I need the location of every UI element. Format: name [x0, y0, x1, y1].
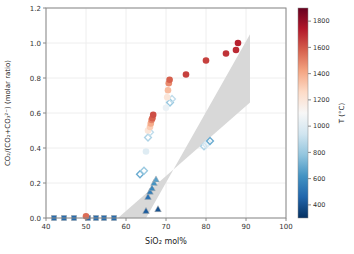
y-tick — [43, 218, 46, 219]
plot-frame — [46, 8, 286, 218]
open-diamond-point — [207, 138, 214, 145]
y-tick-label: 1.2 — [30, 5, 41, 13]
circle-point — [233, 47, 240, 54]
y-tick-label: 0.4 — [30, 145, 42, 153]
circle-point — [235, 40, 242, 47]
colorbar-scale — [298, 8, 308, 218]
marks — [51, 40, 241, 221]
circle-point — [165, 87, 172, 94]
x-tick-label: 100 — [279, 223, 292, 231]
colorbar-label: T (°C) — [338, 103, 346, 125]
x-tick-label: 90 — [242, 223, 251, 231]
y-tick — [43, 78, 46, 79]
y-tick — [43, 113, 46, 114]
circle-point — [203, 57, 210, 64]
colorbar-tick-label: 1800 — [313, 17, 330, 25]
colorbar-tick — [308, 204, 311, 205]
colorbar: 400 600 800 1000 1200 1400 1600 1800 T (°C) — [298, 8, 346, 218]
x-tick — [246, 218, 247, 221]
x-tick-label: 60 — [122, 223, 131, 231]
colorbar-tick-label: 1600 — [313, 44, 330, 52]
circle-point — [183, 71, 190, 78]
colorbar-tick — [308, 178, 311, 179]
x-tick — [286, 218, 287, 221]
y-tick-label: 0.0 — [30, 215, 41, 223]
y-tick-label: 0.6 — [30, 110, 42, 118]
colorbar-tick-label: 1400 — [313, 70, 330, 78]
x-axis-label: SiO₂ mol% — [145, 237, 187, 246]
circle-point — [164, 94, 171, 101]
triangle-point — [153, 176, 160, 182]
y-tick-label: 0.2 — [30, 180, 41, 188]
colorbar-tick — [308, 21, 311, 22]
y-tick — [43, 183, 46, 184]
x-tick-label: 80 — [202, 223, 211, 231]
colorbar-tick — [308, 152, 311, 153]
circle-point — [163, 104, 170, 111]
chart: 40 50 60 70 80 90 100 0.0 0.2 0.4 0.6 0.8 1.0 1.2 SiO₂… — [0, 0, 354, 254]
colorbar-tick-label: 1000 — [313, 122, 330, 130]
circle-point — [166, 76, 173, 83]
colorbar-tick — [308, 126, 311, 127]
colorbar-tick-label: 800 — [313, 149, 325, 157]
colorbar-tick — [308, 99, 311, 100]
trend-band — [118, 34, 250, 218]
colorbar-tick — [308, 73, 311, 74]
plot-area — [46, 8, 286, 218]
x-tick-label: 50 — [82, 223, 91, 231]
grid — [46, 8, 286, 218]
x-tick-label: 40 — [42, 223, 51, 231]
y-tick — [43, 148, 46, 149]
colorbar-tick-label: 600 — [313, 175, 325, 183]
circle-point — [143, 148, 150, 155]
circle-point — [150, 111, 157, 118]
x-tick — [126, 218, 127, 221]
triangle-point — [155, 206, 162, 212]
triangle-point — [143, 207, 150, 213]
y-tick — [43, 43, 46, 44]
y-axis-label: CO₂/(CO₂+CO₃²⁻) (molar ratio) — [4, 60, 12, 166]
series-open-diamond — [137, 96, 214, 178]
series-triangle — [143, 176, 162, 214]
colorbar-tick-label: 1200 — [313, 96, 330, 104]
band-group — [118, 34, 250, 218]
axes: 40 50 60 70 80 90 100 0.0 0.2 0.4 0.6 0.8 1.0 1.2 — [30, 5, 293, 232]
colorbar-tick-label: 400 — [313, 201, 325, 209]
y-tick-label: 0.8 — [30, 75, 41, 83]
y-grid-line — [46, 113, 286, 114]
open-diamond-point — [141, 167, 148, 174]
y-tick-label: 1.0 — [30, 40, 41, 48]
y-tick — [43, 8, 46, 9]
x-tick — [166, 218, 167, 221]
series-circle — [83, 40, 242, 220]
x-tick — [206, 218, 207, 221]
y-grid-line — [46, 148, 286, 149]
circle-point — [223, 50, 230, 57]
colorbar-tick — [308, 47, 311, 48]
x-tick — [86, 218, 87, 221]
x-tick-label: 70 — [162, 223, 171, 231]
